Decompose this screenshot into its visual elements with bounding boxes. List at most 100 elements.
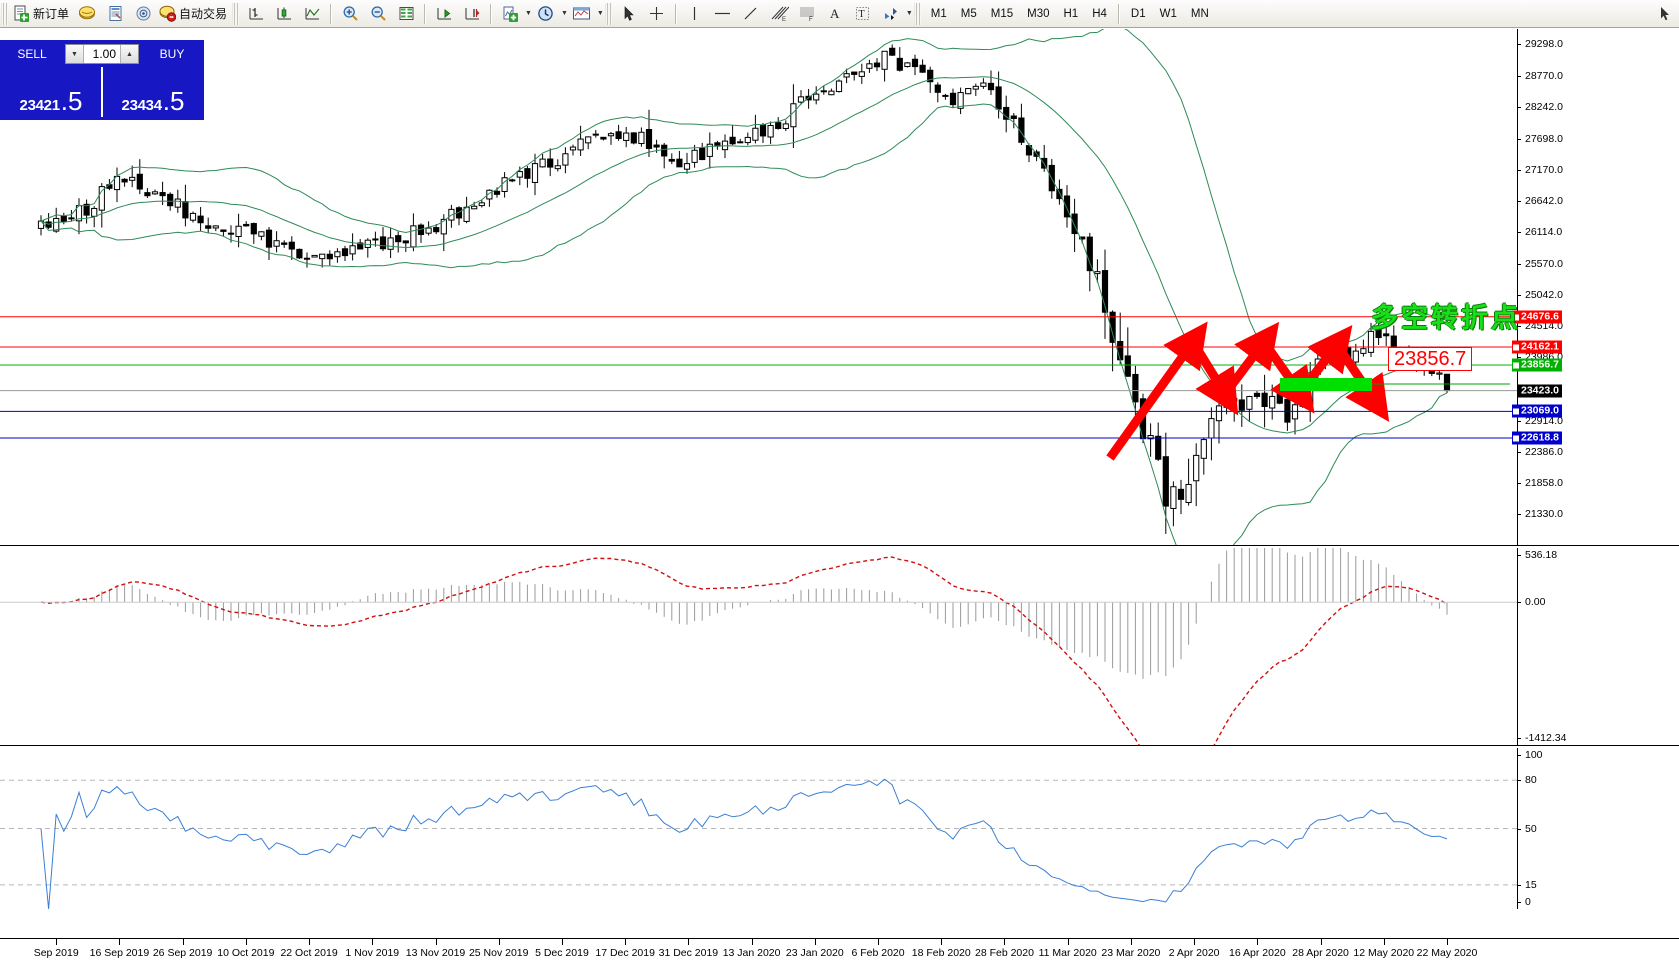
price-pane[interactable]: 29298.0 28770.0 28242.0 27698.0 27170.0 26642… — [0, 29, 1679, 545]
price-level-value: 23069.0 — [1521, 404, 1559, 417]
toolbar-grip-4[interactable] — [913, 2, 921, 25]
toolbar-grip[interactable] — [1, 2, 8, 25]
price-axis[interactable]: 29298.0 28770.0 28242.0 27698.0 27170.0 26642… — [1512, 29, 1679, 545]
auto-trading-icon — [159, 5, 177, 22]
period-dropdown-caret[interactable]: ▼ — [560, 10, 568, 17]
macd-plot[interactable] — [0, 548, 1517, 745]
level-handle-icon[interactable] — [1512, 434, 1520, 443]
date-axis-tick — [1383, 939, 1385, 945]
timeframe-m5[interactable]: M5 — [960, 7, 977, 20]
level-handle-icon[interactable] — [1512, 407, 1520, 416]
level-handle-icon[interactable] — [1512, 361, 1520, 370]
toolbar-grip-3[interactable] — [604, 2, 612, 25]
buy-price-integer: 23434 — [121, 97, 163, 114]
price-axis-tick: 25042.0 — [1518, 289, 1563, 301]
timeframe-m30[interactable]: M30 — [1027, 7, 1050, 20]
sell-price-button[interactable]: 23421 .5 — [1, 67, 101, 117]
timeframe-h1[interactable]: H1 — [1063, 7, 1079, 20]
timeframe-mn[interactable]: MN — [1190, 7, 1209, 20]
timeframe-h4[interactable]: H4 — [1092, 7, 1107, 20]
shapes-dropdown-caret[interactable]: ▼ — [905, 10, 913, 17]
rsi-plot[interactable] — [0, 748, 1517, 909]
price-level-label-resistance[interactable]: 24162.1 — [1512, 340, 1562, 354]
horizontal-line-icon — [715, 12, 731, 15]
trendline-icon — [744, 7, 757, 20]
buy-price-button[interactable]: 23434 .5 — [103, 67, 203, 117]
line-chart-button[interactable] — [298, 2, 326, 26]
auto-trading-button[interactable]: 自动交易 — [157, 2, 231, 26]
auto-scroll-button[interactable] — [458, 2, 486, 26]
horizontal-line-button[interactable] — [709, 2, 737, 26]
shift-end-button[interactable] — [430, 2, 458, 26]
price-axis-tick: 24514.0 — [1518, 320, 1563, 332]
price-level-label-support[interactable]: 23069.0 — [1512, 404, 1562, 418]
price-tag-label[interactable]: 23856.7 — [1388, 347, 1473, 371]
expert-advisors-icon — [79, 6, 96, 20]
price-axis-tick: 28770.0 — [1518, 70, 1563, 82]
grid-button[interactable] — [392, 2, 420, 26]
timeframe-w1[interactable]: W1 — [1159, 7, 1177, 20]
macd-axis[interactable]: 536.18 0.00 -1412.34 — [1517, 548, 1679, 745]
toolbar-grip-2[interactable] — [232, 2, 240, 25]
rsi-pane[interactable]: 100 80 50 15 0 — [0, 748, 1679, 909]
text-box-button[interactable]: T — [849, 2, 877, 26]
price-plot[interactable] — [0, 29, 1517, 545]
fibonacci-button[interactable]: E — [765, 2, 793, 26]
sell-button-label[interactable]: SELL — [1, 42, 63, 66]
price-drawings[interactable] — [0, 29, 1517, 545]
shapes-button[interactable] — [877, 2, 905, 26]
equidistant-channel-button[interactable]: F — [793, 2, 821, 26]
level-handle-icon[interactable] — [1512, 343, 1520, 352]
vertical-line-button[interactable] — [681, 2, 709, 26]
price-axis-tick: 25570.0 — [1518, 258, 1563, 270]
bar-chart-button[interactable] — [242, 2, 270, 26]
date-axis-label: 12 May 2020 — [1353, 947, 1415, 959]
market-watch-button[interactable] — [101, 2, 129, 26]
date-axis-label: 16 Sep 2019 — [89, 947, 150, 959]
volume-input[interactable]: 1.00 — [92, 47, 116, 61]
new-order-button[interactable]: 新订单 — [11, 2, 73, 26]
chart-area[interactable]: 29298.0 28770.0 28242.0 27698.0 27170.0 26642… — [0, 29, 1679, 971]
clock-icon — [538, 6, 554, 21]
date-axis[interactable]: Sep 2019 16 Sep 2019 26 Sep 2019 10 Oct 201… — [0, 938, 1679, 971]
period-button[interactable] — [532, 2, 560, 26]
date-axis-tick — [561, 939, 563, 945]
one-click-trading-panel[interactable]: SELL ▼ 1.00 ▲ BUY 23421 .5 23434 .5 — [0, 40, 204, 120]
crosshair-button[interactable] — [643, 2, 671, 26]
trade-panel-divider — [101, 67, 103, 117]
price-level-label-support[interactable]: 22618.8 — [1512, 431, 1562, 445]
zoom-in-button[interactable] — [336, 2, 364, 26]
rsi-axis[interactable]: 100 80 50 15 0 — [1517, 748, 1679, 909]
data-window-button[interactable] — [129, 2, 157, 26]
price-level-label-last-price[interactable]: 23423.0 — [1517, 384, 1562, 398]
level-handle-icon[interactable] — [1512, 313, 1520, 322]
timeframe-d1[interactable]: D1 — [1130, 7, 1146, 20]
text-label-button[interactable]: A — [821, 2, 849, 26]
price-level-label-resistance[interactable]: 24676.6 — [1512, 310, 1562, 324]
trendline-button[interactable] — [737, 2, 765, 26]
timeframe-m1[interactable]: M1 — [930, 7, 947, 20]
zoom-out-button[interactable] — [364, 2, 392, 26]
crosshair-icon — [650, 7, 664, 20]
price-level-label-pivot[interactable]: 23856.7 — [1512, 358, 1562, 372]
toolbar-overflow-button[interactable] — [1651, 2, 1679, 26]
date-axis-tick — [688, 939, 690, 945]
volume-decrement-button[interactable]: ▼ — [66, 45, 84, 63]
date-axis-label: 26 Sep 2019 — [152, 947, 213, 959]
volume-increment-button[interactable]: ▲ — [120, 45, 138, 63]
indicators-button[interactable] — [496, 2, 524, 26]
candlestick-chart-button[interactable] — [270, 2, 298, 26]
templates-button[interactable] — [568, 2, 596, 26]
auto-scroll-icon — [465, 8, 480, 20]
date-axis-tick — [1257, 939, 1259, 945]
indicators-dropdown-caret[interactable]: ▼ — [525, 10, 532, 17]
zoom-in-icon — [343, 6, 358, 21]
macd-pane[interactable]: 536.18 0.00 -1412.34 — [0, 548, 1679, 745]
price-level-value: 23856.7 — [1521, 358, 1559, 371]
timeframe-m15[interactable]: M15 — [990, 7, 1014, 20]
buy-button-label[interactable]: BUY — [141, 42, 203, 66]
templates-dropdown-caret[interactable]: ▼ — [596, 10, 604, 17]
volume-stepper[interactable]: ▼ 1.00 ▲ — [65, 44, 139, 64]
expert-advisors-button[interactable] — [73, 2, 101, 26]
cursor-button[interactable] — [615, 2, 643, 26]
